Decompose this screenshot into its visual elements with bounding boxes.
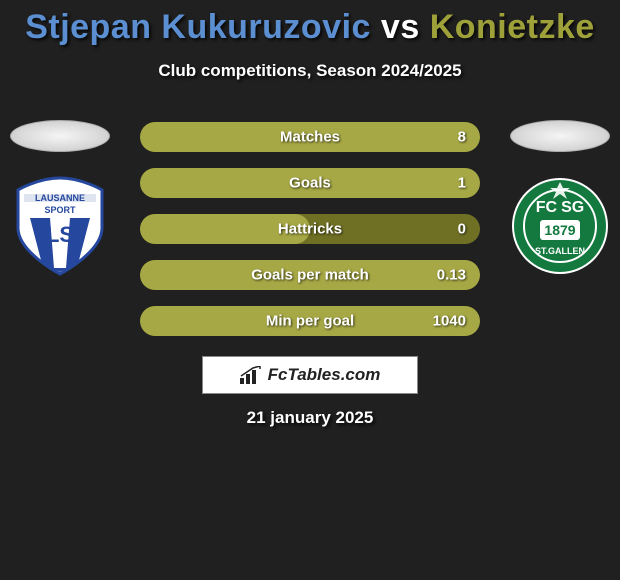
club-badge-left: LAUSANNE SPORT LS [10, 176, 110, 276]
player-left-column: LAUSANNE SPORT LS [10, 120, 110, 276]
brand-box: FcTables.com [202, 356, 418, 394]
stat-label: Min per goal [266, 313, 354, 330]
stat-row: Matches 8 [140, 122, 480, 152]
player-right-column: FCSG 1879 ST.GALLEN [510, 120, 610, 276]
stat-value-right: 1040 [433, 313, 466, 330]
lausanne-badge-icon: LAUSANNE SPORT LS [10, 176, 110, 276]
title-player2: Konietzke [430, 8, 595, 46]
stat-row: Min per goal 1040 [140, 306, 480, 336]
svg-text:LAUSANNE: LAUSANNE [35, 193, 85, 203]
stat-row: Hattricks 0 [140, 214, 480, 244]
title-player1: Stjepan Kukuruzovic [25, 8, 371, 46]
subtitle: Club competitions, Season 2024/2025 [0, 61, 620, 81]
stgallen-badge-icon: FCSG 1879 ST.GALLEN [510, 176, 610, 276]
svg-text:1879: 1879 [544, 222, 575, 238]
chart-icon [240, 366, 262, 384]
stat-label: Matches [280, 129, 340, 146]
title-vs: vs [381, 8, 420, 46]
stat-row: Goals 1 [140, 168, 480, 198]
stats-container: Matches 8 Goals 1 Hattricks 0 Goals per match 0… [140, 122, 480, 352]
stat-label: Hattricks [278, 221, 342, 238]
stat-value-right: 8 [458, 129, 466, 146]
stat-row: Goals per match 0.13 [140, 260, 480, 290]
stat-value-right: 0 [458, 221, 466, 238]
player-right-avatar-placeholder [510, 120, 610, 152]
stat-label: Goals per match [251, 267, 369, 284]
player-left-avatar-placeholder [10, 120, 110, 152]
club-badge-right: FCSG 1879 ST.GALLEN [510, 176, 610, 276]
svg-text:SPORT: SPORT [44, 205, 76, 215]
page-title: Stjepan Kukuruzovic vs Konietzke [0, 0, 620, 47]
stat-value-right: 0.13 [437, 267, 466, 284]
date-text: 21 january 2025 [247, 408, 374, 428]
svg-text:LS: LS [46, 222, 74, 247]
brand-text: FcTables.com [268, 365, 381, 385]
stat-label: Goals [289, 175, 331, 192]
svg-text:ST.GALLEN: ST.GALLEN [535, 246, 585, 256]
stat-value-right: 1 [458, 175, 466, 192]
